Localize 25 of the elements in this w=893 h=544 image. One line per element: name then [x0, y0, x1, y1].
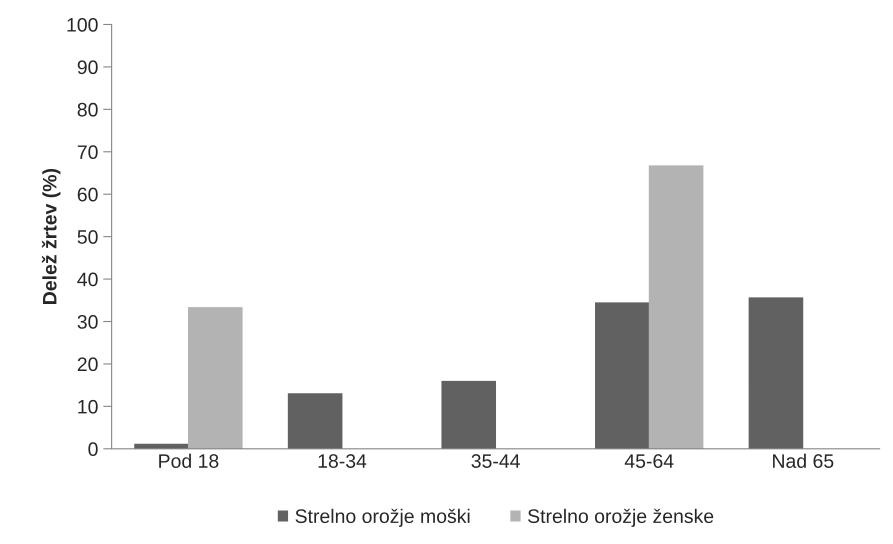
x-tick-label: 35-44 [471, 454, 520, 468]
bar [648, 165, 704, 449]
y-tick-label: 0 [88, 442, 98, 456]
x-tick-label: Nad 65 [773, 454, 834, 468]
y-tick-label: 80 [78, 102, 98, 117]
x-tick-label: 45-64 [624, 454, 674, 468]
bar [441, 380, 496, 449]
y-tick-label: 100 [67, 18, 98, 32]
bar [748, 297, 804, 449]
y-tick-label: 70 [78, 145, 98, 160]
y-tick-label: 90 [78, 60, 98, 74]
bar [188, 307, 243, 449]
y-tick-label: 20 [78, 357, 98, 372]
y-tick-label: 10 [78, 400, 98, 414]
x-tick-label: Pod 18 [159, 454, 218, 468]
legend-label: Strelno orožje ženske [528, 508, 714, 527]
y-tick-label: 50 [78, 230, 98, 244]
legend-label: Strelno orožje moški [296, 508, 470, 527]
y-tick-label: 40 [77, 272, 98, 286]
bar [288, 393, 342, 449]
y-axis-title: Delež žrtev (%) [42, 168, 60, 304]
bar [595, 302, 650, 449]
x-tick-label: 18-34 [318, 454, 366, 468]
y-tick-label: 60 [78, 188, 98, 202]
y-tick-label: 30 [78, 314, 98, 329]
